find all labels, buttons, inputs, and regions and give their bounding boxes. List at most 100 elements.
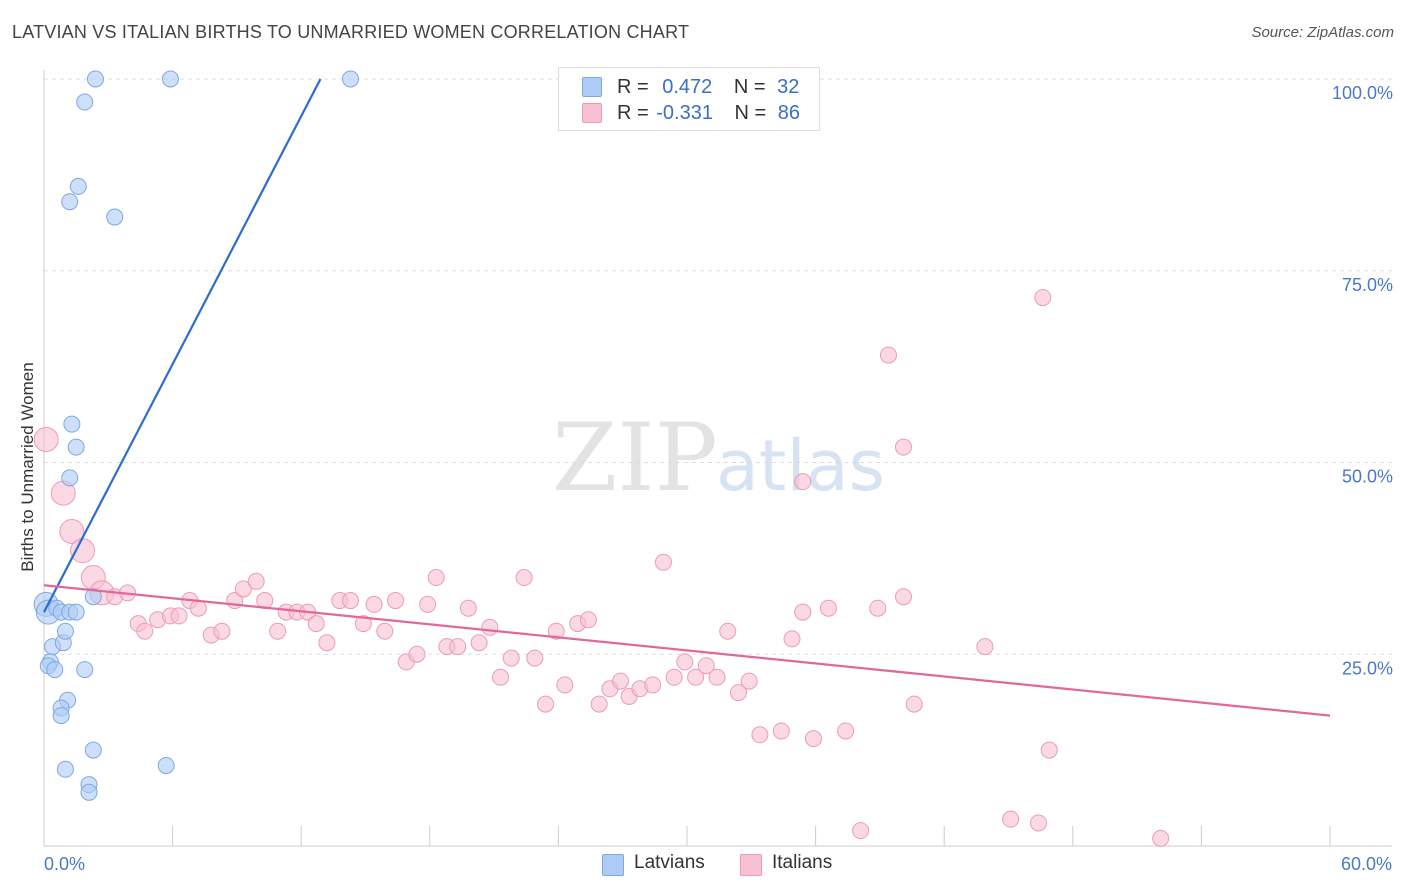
italian-point (794, 603, 812, 621)
italian-points (33, 289, 1170, 847)
italian-point (515, 569, 533, 587)
watermark-zip: ZIP (552, 404, 718, 513)
italian-point (740, 672, 758, 690)
italian-point (189, 599, 207, 617)
italian-point (354, 615, 372, 633)
italian-point (751, 726, 769, 744)
italians-n-value: 86 (777, 102, 801, 124)
italian-point (772, 722, 790, 740)
bottom-latvians-label: Latvians (634, 852, 705, 873)
italian-point (644, 676, 662, 694)
italian-point (1030, 814, 1048, 832)
grid-lines (44, 78, 1392, 655)
italian-point (708, 668, 726, 686)
latvian-point (67, 603, 85, 621)
italian-trend-line (43, 584, 1331, 717)
italian-point (459, 599, 477, 617)
correlation-legend: R = 0.472 N = 32 R = -0.331 N = 86 (558, 67, 820, 131)
italian-point (665, 668, 683, 686)
italian-point (387, 592, 405, 610)
x-ticks (43, 826, 1331, 846)
italian-point (676, 653, 694, 671)
italian-point (1040, 741, 1058, 759)
italian-point (852, 822, 870, 840)
italian-point (537, 695, 555, 713)
italian-point (579, 611, 597, 629)
axes (43, 70, 1392, 847)
latvian-point (61, 193, 79, 211)
italian-point (269, 622, 287, 640)
latvian-point (46, 661, 64, 679)
italian-point (33, 426, 59, 452)
latvian-trend-line (43, 78, 322, 613)
italian-point (612, 672, 630, 690)
italian-point (894, 588, 912, 606)
italian-point (376, 622, 394, 640)
italian-point (794, 473, 812, 491)
italian-point (697, 657, 715, 675)
latvian-point (80, 783, 98, 801)
italian-point (213, 622, 231, 640)
italian-point (481, 618, 499, 636)
italians-r-value: -0.331 (656, 102, 713, 124)
latvian-point (84, 741, 102, 759)
latvian-points (33, 70, 359, 801)
italian-point (449, 638, 467, 656)
italian-point (556, 676, 574, 694)
italian-point (1002, 810, 1020, 828)
italian-point (976, 638, 994, 656)
latvian-point (161, 70, 179, 88)
bottom-italians-swatch (740, 854, 762, 876)
italians-r-label: R = (617, 102, 649, 124)
italians-n-label: N = (734, 102, 767, 124)
italian-point (905, 695, 923, 713)
latvian-point (67, 438, 85, 456)
latvians-r-value: 0.472 (662, 76, 713, 98)
italian-point (341, 592, 359, 610)
latvian-point (341, 70, 359, 88)
italian-point (1034, 289, 1052, 307)
x-tick-label-max: 60.0% (1341, 854, 1392, 874)
y-tick-label: 50.0% (1342, 467, 1393, 487)
italian-point (729, 684, 747, 702)
latvian-point (63, 415, 81, 433)
latvians-n-value: 32 (777, 76, 800, 98)
italian-point (719, 622, 737, 640)
chart-title: LATVIAN VS ITALIAN BIRTHS TO UNMARRIED W… (12, 22, 690, 42)
watermark: ZIP atlas (552, 404, 885, 513)
italian-point (170, 607, 188, 625)
italian-point (234, 580, 252, 598)
trend-lines (43, 78, 1331, 717)
latvian-point (61, 469, 79, 487)
latvian-point (86, 70, 104, 88)
italian-point (590, 695, 608, 713)
latvian-point (106, 208, 124, 226)
italian-point (470, 634, 488, 652)
latvians-r-label: R = (617, 76, 649, 98)
italians-swatch (582, 103, 602, 123)
italian-point (365, 595, 383, 613)
italian-point (307, 615, 325, 633)
italian-point (59, 519, 85, 545)
italian-point (687, 668, 705, 686)
x-tick-label-min: 0.0% (44, 854, 85, 874)
italian-point (783, 630, 801, 648)
latvian-point (52, 707, 70, 725)
italian-point (819, 599, 837, 617)
latvian-point (56, 622, 74, 640)
italian-point (869, 599, 887, 617)
italian-point (804, 730, 822, 748)
italian-point (492, 668, 510, 686)
italian-point (70, 538, 96, 564)
y-tick-label: 25.0% (1342, 658, 1393, 678)
y-tick-label: 75.0% (1342, 275, 1393, 295)
italian-point (654, 553, 672, 571)
source-label: Source: ZipAtlas.com (1251, 24, 1394, 41)
latvians-swatch (582, 77, 602, 97)
y-tick-labels: 25.0% 50.0% 75.0% 100.0% (1332, 83, 1393, 678)
latvian-point (56, 760, 74, 778)
italian-point (408, 645, 426, 663)
italian-point (837, 722, 855, 740)
latvian-point (84, 588, 102, 606)
